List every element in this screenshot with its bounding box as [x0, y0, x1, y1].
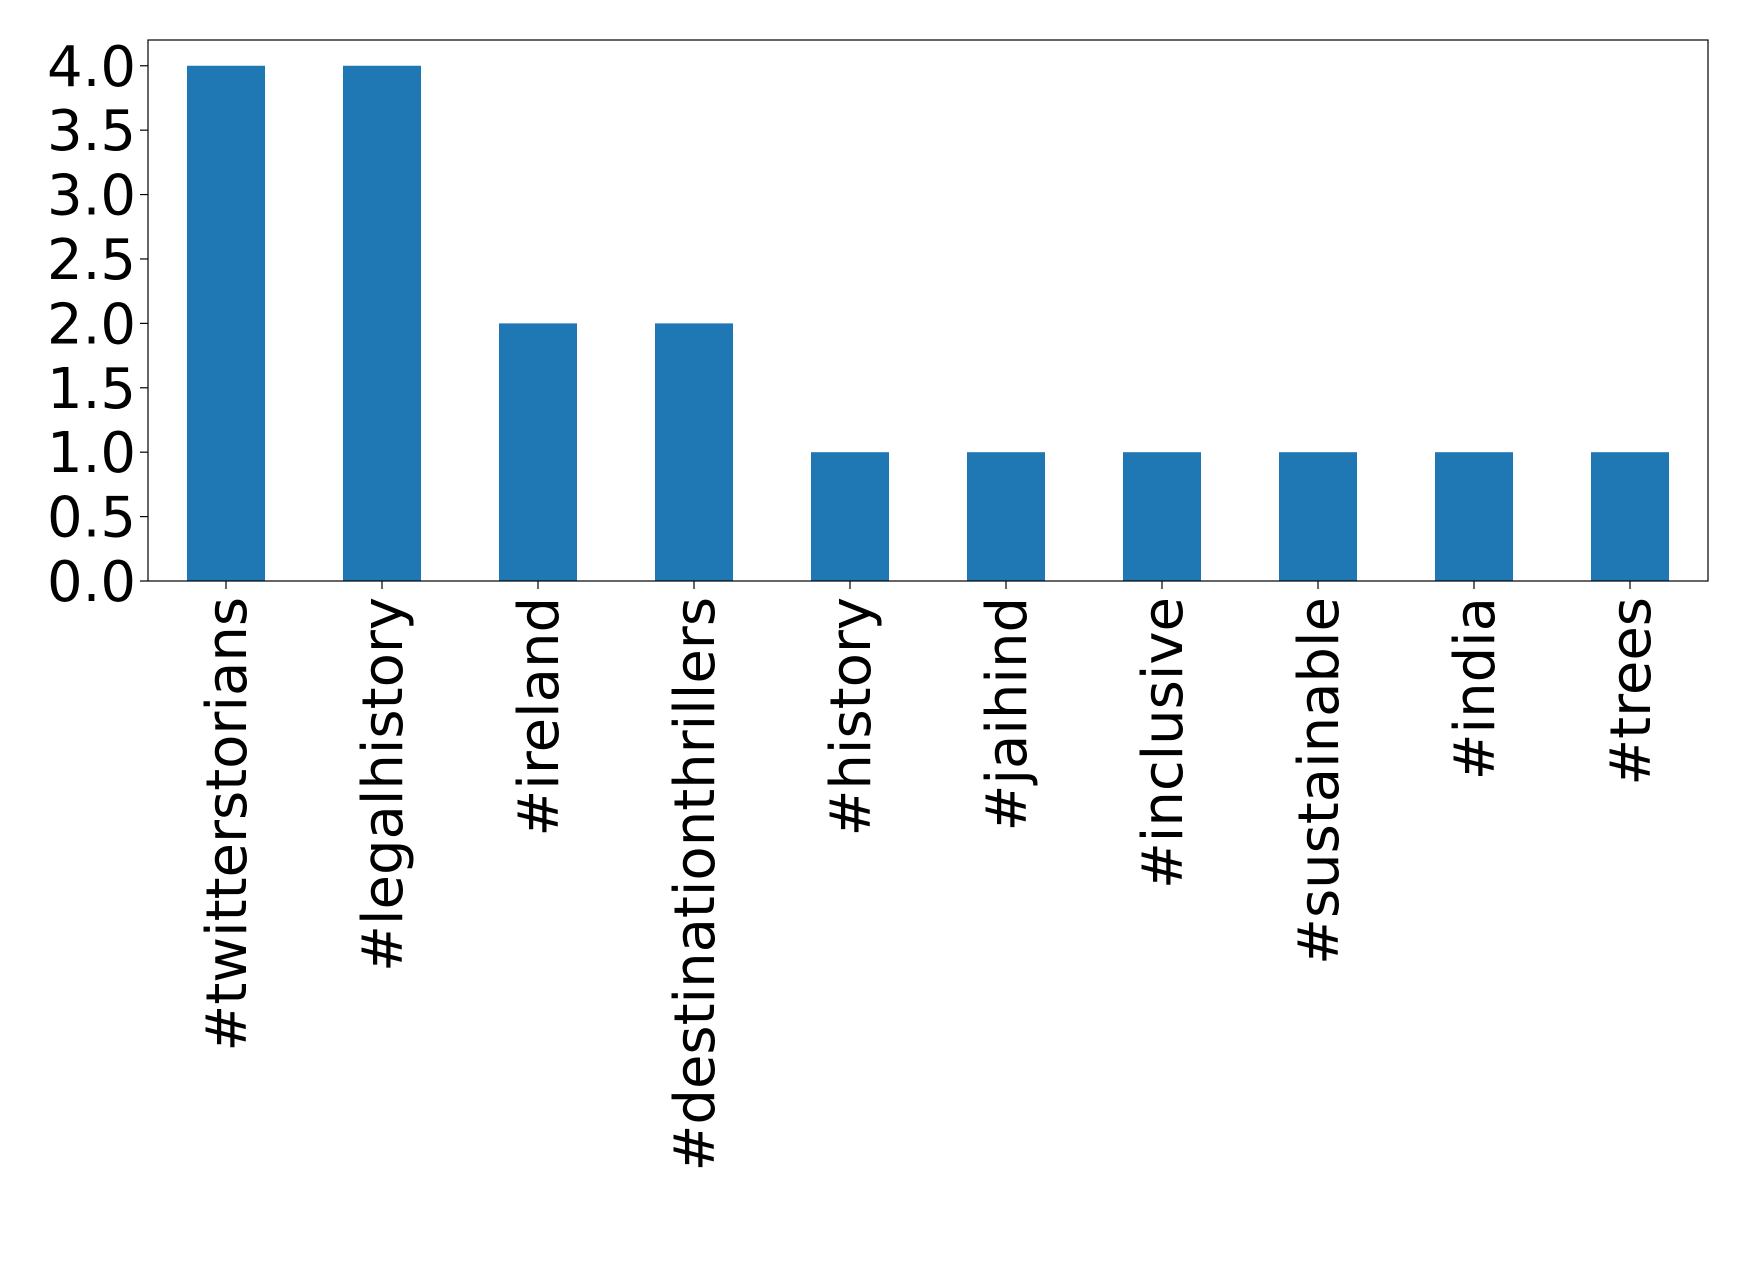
y-tick-label: 2.0 [47, 292, 136, 357]
y-tick-label: 4.0 [47, 35, 136, 100]
x-tick-label: #legalhistory [351, 597, 416, 972]
bar [499, 323, 577, 581]
x-tick-label: #inclusive [1131, 597, 1196, 889]
bar [1123, 452, 1201, 581]
bar [811, 452, 889, 581]
bar [187, 65, 265, 581]
x-tick-label: #destinationthrillers [663, 597, 728, 1172]
x-tick-label: #ireland [507, 597, 572, 837]
y-tick-label: 0.5 [47, 486, 136, 551]
y-tick-label: 1.5 [47, 357, 136, 422]
y-tick-label: 1.0 [47, 421, 136, 486]
bar [1591, 452, 1669, 581]
bar [1279, 452, 1357, 581]
y-tick-label: 3.0 [47, 164, 136, 229]
x-tick-label: #trees [1599, 597, 1664, 786]
x-tick-label: #twitterstorians [195, 597, 260, 1052]
y-tick-label: 0.0 [47, 550, 136, 615]
plot-frame [147, 39, 1709, 582]
y-tick-label: 2.5 [47, 228, 136, 293]
bar [655, 323, 733, 581]
bar [967, 452, 1045, 581]
x-tick-label: #jaihind [975, 597, 1040, 831]
x-tick-label: #sustainable [1287, 597, 1352, 965]
bar [1435, 452, 1513, 581]
x-tick-label: #india [1443, 597, 1508, 780]
y-tick-label: 3.5 [47, 99, 136, 164]
x-tick-label: #history [819, 597, 884, 837]
bar [343, 65, 421, 581]
